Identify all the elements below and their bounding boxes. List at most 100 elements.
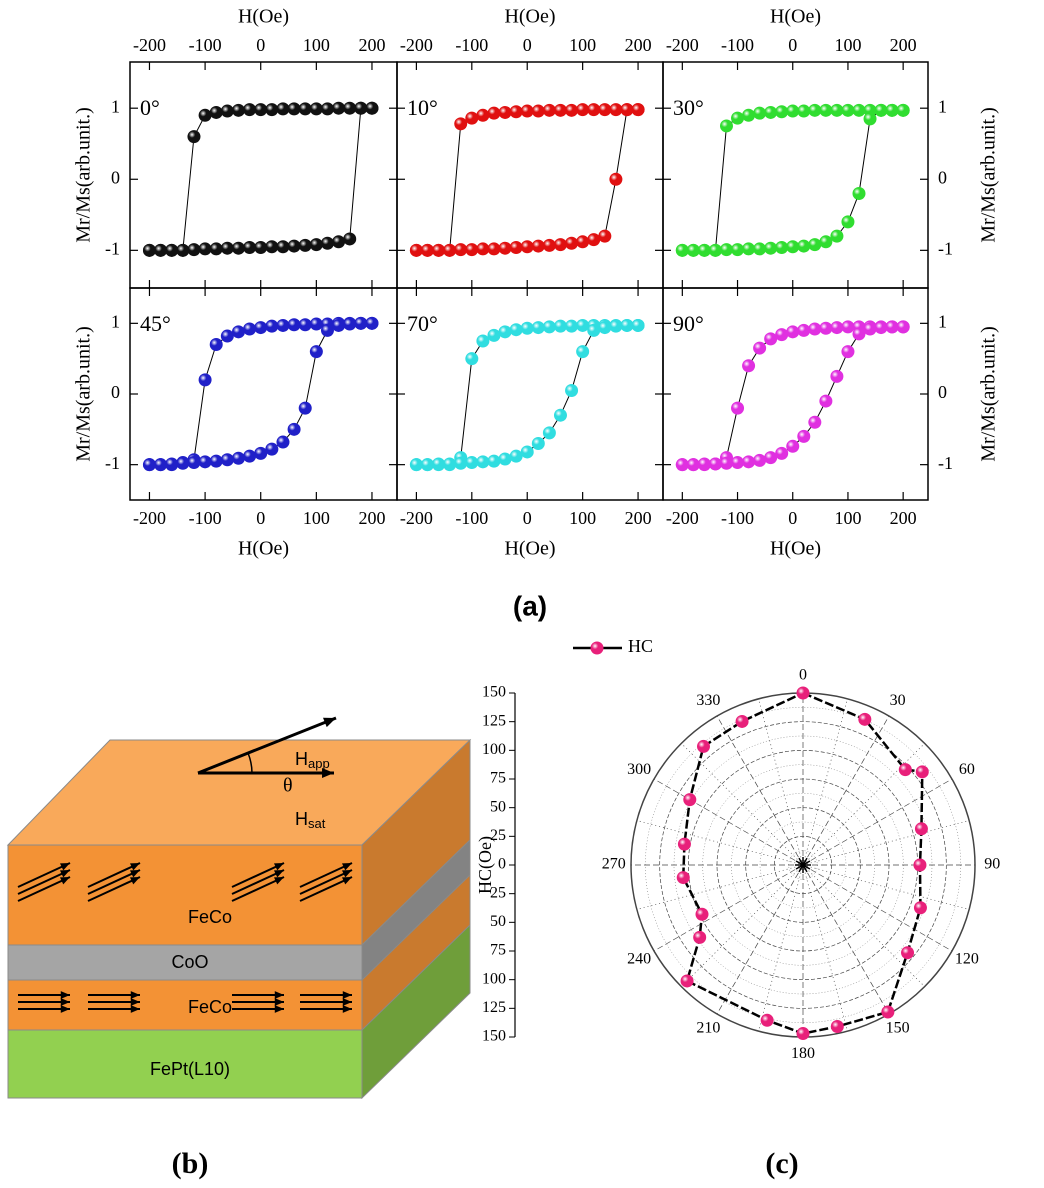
data-point bbox=[287, 239, 301, 253]
data-point bbox=[509, 449, 523, 463]
arrow-head bbox=[342, 870, 352, 878]
arrow-head bbox=[342, 991, 352, 999]
data-point bbox=[796, 686, 810, 700]
data-point bbox=[198, 108, 212, 122]
arrow-head bbox=[342, 1005, 352, 1013]
data-point bbox=[531, 104, 545, 118]
radial-grid bbox=[802, 864, 970, 910]
data-point bbox=[753, 106, 767, 120]
data-point bbox=[409, 458, 423, 472]
data-point bbox=[901, 946, 915, 960]
radial-grid bbox=[802, 864, 890, 1015]
data-point bbox=[675, 458, 689, 472]
y-axis-title: HC(Oe) bbox=[475, 836, 496, 894]
radial-grid bbox=[681, 743, 804, 866]
data-point bbox=[332, 101, 346, 115]
data-point bbox=[498, 325, 512, 339]
grid-circle-minor bbox=[759, 821, 847, 909]
r-tick-label: 125 bbox=[482, 712, 506, 729]
arrow-head bbox=[60, 1005, 70, 1013]
data-point bbox=[542, 103, 556, 117]
data-point bbox=[915, 765, 929, 779]
x-tick-label: 200 bbox=[890, 508, 917, 528]
arrow-head bbox=[130, 1005, 140, 1013]
data-point bbox=[764, 332, 778, 346]
data-point bbox=[885, 103, 899, 117]
data-point bbox=[695, 907, 709, 921]
data-point bbox=[209, 338, 223, 352]
data-point bbox=[309, 238, 323, 252]
data-point bbox=[243, 322, 257, 336]
data-point bbox=[420, 243, 434, 257]
r-tick-label: 75 bbox=[490, 770, 506, 787]
data-point bbox=[587, 233, 601, 247]
field-app-label: Happ bbox=[295, 749, 330, 772]
data-point bbox=[764, 105, 778, 119]
arrow-head bbox=[322, 767, 334, 779]
data-point bbox=[265, 103, 279, 117]
data-point bbox=[254, 446, 268, 460]
x-axis-title: H(Oe) bbox=[504, 6, 555, 28]
data-point bbox=[154, 243, 168, 257]
data-point bbox=[531, 321, 545, 335]
data-point bbox=[830, 369, 844, 383]
x-tick-label: 0 bbox=[788, 508, 797, 528]
data-point bbox=[863, 322, 877, 336]
x-tick-label: 100 bbox=[569, 508, 596, 528]
data-point bbox=[676, 871, 690, 885]
radial-grid bbox=[802, 698, 848, 866]
center-mark bbox=[798, 857, 808, 873]
data-point bbox=[719, 119, 733, 133]
y-tick-label: 0 bbox=[111, 167, 120, 187]
r-tick-label: 25 bbox=[490, 884, 506, 901]
data-point bbox=[881, 1005, 895, 1019]
data-point bbox=[332, 318, 346, 332]
r-tick-label: 25 bbox=[490, 827, 506, 844]
data-point bbox=[565, 319, 579, 333]
grid-circle bbox=[716, 778, 890, 952]
data-point bbox=[520, 321, 534, 335]
data-point bbox=[343, 101, 357, 115]
arrow bbox=[299, 876, 353, 902]
x-tick-label: 200 bbox=[625, 508, 652, 528]
loop-line bbox=[149, 322, 372, 466]
data-point bbox=[187, 130, 201, 144]
data-point bbox=[509, 105, 523, 119]
x-tick-label: -200 bbox=[133, 35, 166, 55]
data-point bbox=[841, 320, 855, 334]
x-tick-label: 0 bbox=[256, 508, 265, 528]
y-tick-label: 1 bbox=[111, 311, 120, 331]
data-point bbox=[487, 106, 501, 120]
data-point bbox=[576, 103, 590, 117]
y-tick-label: -1 bbox=[938, 238, 953, 258]
data-point bbox=[742, 455, 756, 469]
data-point bbox=[220, 241, 234, 255]
data-point bbox=[287, 422, 301, 436]
data-point bbox=[742, 359, 756, 373]
r-tick-label: 75 bbox=[490, 942, 506, 959]
data-point bbox=[576, 318, 590, 332]
data-point bbox=[476, 455, 490, 469]
data-point bbox=[731, 401, 745, 415]
x-tick-label: -200 bbox=[133, 508, 166, 528]
data-point bbox=[576, 345, 590, 359]
data-point bbox=[587, 323, 601, 337]
data-point bbox=[620, 318, 634, 332]
data-point bbox=[432, 243, 446, 257]
layer-label: FeCo bbox=[188, 907, 232, 927]
y-tick-label: 1 bbox=[938, 96, 947, 116]
arrow bbox=[87, 862, 141, 888]
radial-grid bbox=[802, 864, 925, 987]
data-point bbox=[298, 102, 312, 116]
arrow-head bbox=[342, 998, 352, 1006]
data-point bbox=[808, 238, 822, 252]
data-point bbox=[553, 319, 567, 333]
field-sat-label: Hsat bbox=[295, 809, 326, 832]
theta-tick-label: 240 bbox=[627, 950, 651, 967]
x-tick-label: 100 bbox=[834, 508, 861, 528]
data-point bbox=[298, 238, 312, 252]
data-point bbox=[775, 446, 789, 460]
r-tick-label: 50 bbox=[490, 798, 506, 815]
data-point bbox=[465, 111, 479, 125]
caption: (c) bbox=[765, 1147, 798, 1180]
